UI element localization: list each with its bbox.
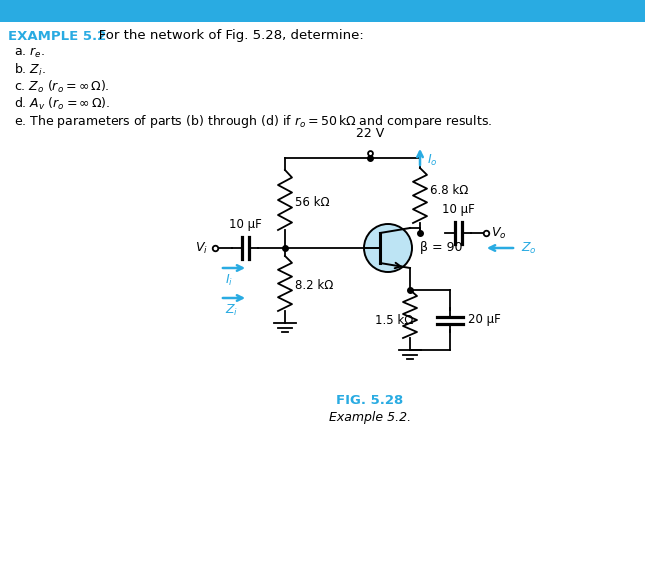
Text: $I_o$: $I_o$ bbox=[427, 152, 438, 167]
Text: e. The parameters of parts (b) through (d) if $r_o = 50\,\mathrm{k}\Omega$ and c: e. The parameters of parts (b) through (… bbox=[14, 112, 492, 129]
Text: 10 μF: 10 μF bbox=[442, 203, 474, 216]
Text: Example 5.2.: Example 5.2. bbox=[329, 410, 411, 423]
Text: 8.2 kΩ: 8.2 kΩ bbox=[295, 279, 333, 292]
Text: For the network of Fig. 5.28, determine:: For the network of Fig. 5.28, determine: bbox=[86, 29, 364, 42]
Text: c. $Z_o$ $(r_o = \infty\,\Omega)$.: c. $Z_o$ $(r_o = \infty\,\Omega)$. bbox=[14, 79, 110, 95]
Text: a. $r_e$.: a. $r_e$. bbox=[14, 46, 45, 60]
Text: b. $Z_i$.: b. $Z_i$. bbox=[14, 62, 46, 78]
Bar bbox=[0, 0, 645, 22]
Text: 20 μF: 20 μF bbox=[468, 313, 501, 327]
Text: 10 μF: 10 μF bbox=[228, 218, 261, 231]
Text: $I_i$: $I_i$ bbox=[225, 272, 233, 288]
Text: $Z_i$: $Z_i$ bbox=[225, 303, 238, 317]
Text: β = 90: β = 90 bbox=[420, 241, 462, 254]
Text: 56 kΩ: 56 kΩ bbox=[295, 197, 330, 210]
Text: FIG. 5.28: FIG. 5.28 bbox=[337, 394, 404, 407]
Text: $V_o$: $V_o$ bbox=[491, 225, 506, 241]
Text: $V_i$: $V_i$ bbox=[195, 241, 208, 256]
Text: EXAMPLE 5.2: EXAMPLE 5.2 bbox=[8, 29, 106, 42]
Text: 6.8 kΩ: 6.8 kΩ bbox=[430, 184, 468, 197]
Text: d. $A_v$ $(r_o = \infty\,\Omega)$.: d. $A_v$ $(r_o = \infty\,\Omega)$. bbox=[14, 96, 110, 112]
Ellipse shape bbox=[364, 224, 412, 272]
Text: $Z_o$: $Z_o$ bbox=[521, 241, 537, 256]
Text: 22 V: 22 V bbox=[356, 127, 384, 140]
Text: 1.5 kΩ: 1.5 kΩ bbox=[375, 313, 413, 327]
